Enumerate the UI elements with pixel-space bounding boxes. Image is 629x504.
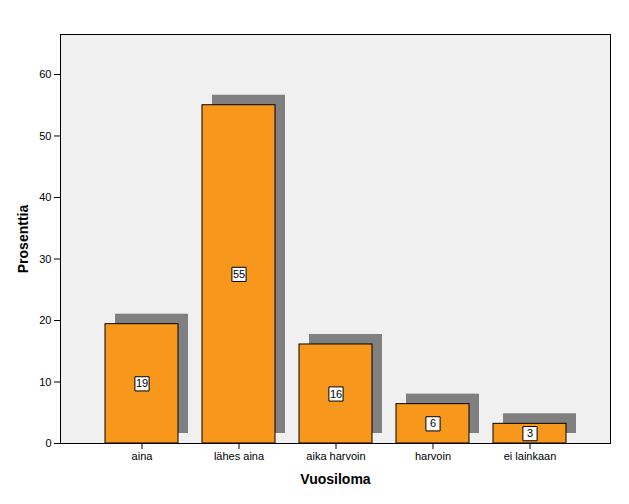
svg-text:10: 10 — [39, 376, 51, 388]
svg-text:harvoin: harvoin — [415, 450, 451, 462]
svg-text:ei lainkaan: ei lainkaan — [504, 450, 557, 462]
svg-text:16: 16 — [330, 388, 342, 400]
svg-text:aika harvoin: aika harvoin — [306, 450, 365, 462]
svg-text:50: 50 — [39, 130, 51, 142]
svg-text:3: 3 — [527, 427, 533, 439]
svg-text:6: 6 — [430, 417, 436, 429]
svg-text:Prosenttia: Prosenttia — [15, 205, 31, 274]
svg-text:Vuosiloma: Vuosiloma — [300, 471, 370, 487]
svg-text:20: 20 — [39, 314, 51, 326]
svg-text:lähes aina: lähes aina — [214, 450, 265, 462]
svg-text:30: 30 — [39, 253, 51, 265]
svg-text:60: 60 — [39, 68, 51, 80]
svg-text:55: 55 — [233, 268, 245, 280]
svg-text:0: 0 — [45, 437, 51, 449]
svg-text:19: 19 — [136, 377, 148, 389]
svg-text:40: 40 — [39, 191, 51, 203]
svg-text:aina: aina — [132, 450, 154, 462]
